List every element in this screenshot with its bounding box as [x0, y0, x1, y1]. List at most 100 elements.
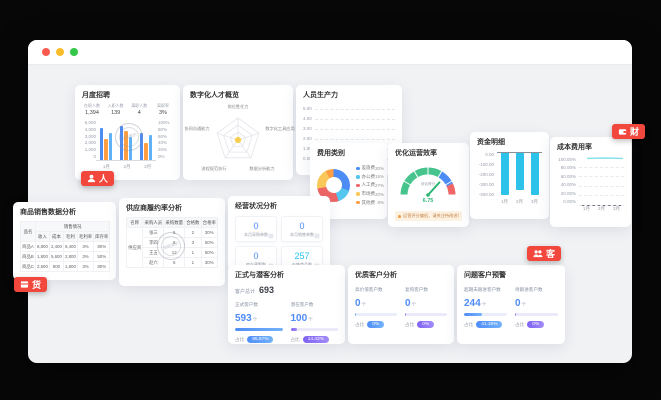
radar-axis-label: 数据分析能力: [249, 166, 275, 171]
recruit-stat: 入职人数 139: [106, 103, 126, 116]
progress-fill: [464, 313, 482, 316]
axis-tick: 2.00: [303, 136, 312, 141]
customer-metric: 复购客户数 0个 占比 0%: [405, 287, 447, 328]
axis-tick: 60.00%: [560, 173, 576, 179]
customer-columns: 高价值客户数 0个 占比 0% 复购客户数 0个 占比 0%: [355, 287, 447, 328]
axis-tick: 20.00%: [560, 190, 576, 196]
svg-text:6.75: 6.75: [423, 198, 434, 203]
x-axis-label: 1月: [500, 199, 508, 204]
table-cell: 2,400: [48, 241, 64, 252]
card-title: 经营状况分析: [235, 203, 277, 210]
ratio-row: 占比 0%: [405, 321, 447, 328]
grid-line: [579, 185, 624, 187]
box-icon: [20, 281, 29, 288]
axis-tick: -200.00: [478, 172, 494, 177]
card-quality-customers: 优质客户分析 高价值客户数 0个 占比 0% 复购客户数 0个 占比 0%: [348, 265, 454, 344]
axis-tick: 1.00: [303, 146, 312, 151]
person-icon: [87, 174, 96, 183]
axis-tick: 60%: [158, 133, 168, 139]
ratio-row: 占比 0%: [515, 321, 558, 328]
card-operation-status: 经营状况分析 0本月采购单数0本月销售单数0库存预警数257在售商品数: [228, 196, 330, 272]
grid-dash-line: [314, 108, 395, 110]
tile-label: 在售商品数: [284, 262, 320, 268]
ratio-pill: 14.43%: [302, 336, 329, 343]
badge-goods: 货: [14, 277, 48, 292]
column-header: 成本: [48, 231, 64, 242]
metric-unit: 个: [521, 302, 527, 307]
table-cell: 5: [163, 227, 186, 238]
axis-tick: 0: [93, 153, 96, 159]
supplier-rate-table: 名称 采购人员 采购数量 合格数 合格率 供应商 张三 5 2 30% 李四 8 3 50% 王五 12 1 50…: [125, 217, 219, 268]
legend-item: 人工费 27%: [356, 181, 384, 190]
bar: [104, 138, 108, 160]
x-axis-label: 1月: [582, 206, 590, 211]
minimize-window-dot[interactable]: [56, 48, 64, 56]
metric-unit: 个: [411, 302, 417, 307]
customer-metric: 超期未跟进客户数 244个 占比 41.15%: [464, 287, 507, 328]
badge-label: 货: [32, 280, 42, 290]
x-axis-label: 3月: [144, 164, 152, 169]
column-header: 毛利: [62, 231, 78, 242]
table-cell: 6: [163, 257, 186, 268]
progress-track: [464, 313, 507, 316]
bar-plot: [497, 152, 542, 199]
card-monthly-recruit: 月度招聘 在职人数 1,394 入职人数 139 离职人数 4 离职率 3% 5,000 4,0…: [75, 85, 180, 180]
x-axis: 1月 2月 3月: [579, 206, 624, 212]
bar: [124, 131, 128, 160]
tile-value: 0: [253, 251, 259, 261]
badge-label: 人: [99, 174, 109, 184]
legend-label: 办公费: [361, 173, 376, 179]
axis-tick: 5,000: [84, 120, 96, 125]
axis-tick: 0.00: [485, 152, 494, 157]
legend-value: 30%: [375, 165, 385, 171]
ratio-label: 占比: [235, 336, 245, 342]
bar: [144, 142, 148, 160]
table-cell: 王五: [142, 247, 165, 258]
bar: [515, 153, 524, 190]
maximize-window-dot[interactable]: [70, 48, 78, 56]
column-group-header: 销售情况: [34, 221, 111, 232]
gauge-chart: 综合得分 6.75: [395, 159, 462, 208]
table-cell: 1: [184, 247, 202, 258]
table-cell: 6,400: [62, 241, 78, 252]
summary-value: 693: [259, 285, 275, 295]
axis-tick: 100.00%: [558, 157, 576, 162]
tile-label: 本月采购单数: [244, 232, 268, 237]
tile-value: 0: [299, 221, 305, 231]
stat-label: 在职人数: [84, 103, 100, 108]
axis-tick: 3,000: [84, 133, 96, 139]
stat-label: 离职率: [156, 103, 169, 108]
metric-unit: 个: [481, 302, 487, 307]
badge-people: 人: [81, 171, 115, 186]
column-header: 采购人员: [142, 217, 165, 228]
ratio-row: 占比 14.43%: [291, 336, 339, 343]
stat-value: 3%: [158, 110, 167, 116]
table-cell: 赵六: [142, 257, 165, 268]
column-header: 合格数: [184, 217, 202, 228]
legend-item: 办公费 15%: [356, 173, 384, 182]
metric-unit: 个: [308, 317, 313, 322]
svg-text:综合得分: 综合得分: [421, 181, 436, 186]
progress-fill: [235, 328, 283, 331]
recruit-stats-row: 在职人数 1,394 入职人数 139 离职人数 4 离职率 3%: [82, 103, 173, 116]
x-axis: 1月 2月 3月: [497, 199, 542, 205]
axis-tick: 4.00: [303, 116, 312, 121]
table-cell: 50%: [200, 247, 219, 258]
bar: [128, 137, 133, 160]
legend-dot: [356, 200, 360, 205]
table-row: 赵六 6 1 30%: [127, 257, 219, 268]
wallet-icon: [618, 129, 627, 135]
badge-label: 财: [630, 127, 640, 137]
x-axis-label: 3月: [530, 199, 538, 204]
table-cell: 3%: [76, 251, 95, 262]
y-axis: 0.00 -100.00 -200.00 -300.00 -400.00: [477, 152, 497, 198]
metric-label: 潜在客户数: [290, 302, 314, 307]
table-cell: 30%: [200, 227, 219, 238]
y-axis-left: 5,000 4,000 3,000 2,000 1,000 0: [82, 120, 96, 160]
axis-tick: -400.00: [478, 192, 494, 197]
axis-tick: 2,000: [84, 140, 96, 146]
axis-tick: 80%: [158, 126, 168, 132]
close-window-dot[interactable]: [42, 48, 50, 56]
row-name-cell: 商品A: [20, 241, 36, 252]
legend-value: 8%: [377, 200, 385, 206]
